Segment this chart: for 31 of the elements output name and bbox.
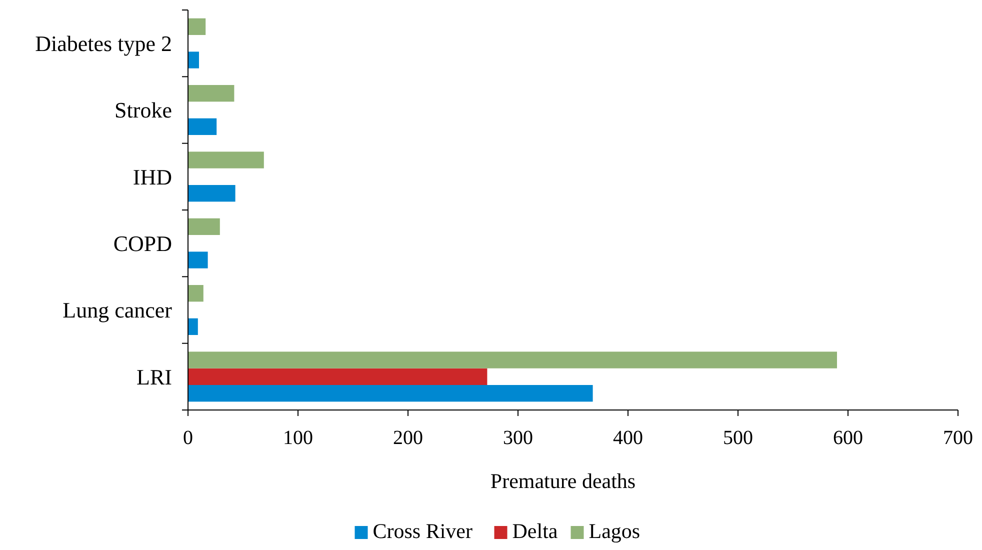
x-tick-label: 300 — [503, 427, 533, 449]
x-tick-label: 700 — [943, 427, 973, 449]
bar — [188, 18, 206, 35]
x-tick-label: 500 — [723, 427, 753, 449]
y-tick-label: Stroke — [114, 98, 172, 123]
bar — [188, 318, 198, 335]
y-tick-label: Diabetes type 2 — [35, 31, 172, 56]
legend-label: Delta — [512, 519, 558, 543]
y-tick-label: Lung cancer — [62, 298, 173, 323]
bar — [188, 185, 236, 202]
bar — [188, 85, 234, 102]
x-tick-label: 200 — [393, 427, 423, 449]
bar — [188, 385, 593, 402]
x-axis-title: Premature deaths — [490, 469, 636, 493]
bar — [188, 218, 220, 235]
bar — [188, 352, 837, 368]
legend-label: Lagos — [588, 519, 640, 543]
y-tick-label: IHD — [132, 164, 172, 190]
bar — [188, 152, 264, 168]
bar — [188, 252, 208, 268]
y-tick-label: COPD — [113, 231, 172, 256]
legend-label: Cross River — [372, 519, 473, 543]
bar — [188, 285, 204, 302]
x-tick-label: 400 — [613, 427, 643, 449]
bar — [188, 118, 217, 135]
bar — [188, 52, 199, 68]
x-tick-label: 600 — [833, 427, 863, 449]
bar — [188, 368, 488, 385]
x-tick-label: 0 — [183, 427, 193, 449]
y-tick-label: LRI — [136, 364, 172, 390]
x-tick-label: 100 — [283, 427, 313, 449]
